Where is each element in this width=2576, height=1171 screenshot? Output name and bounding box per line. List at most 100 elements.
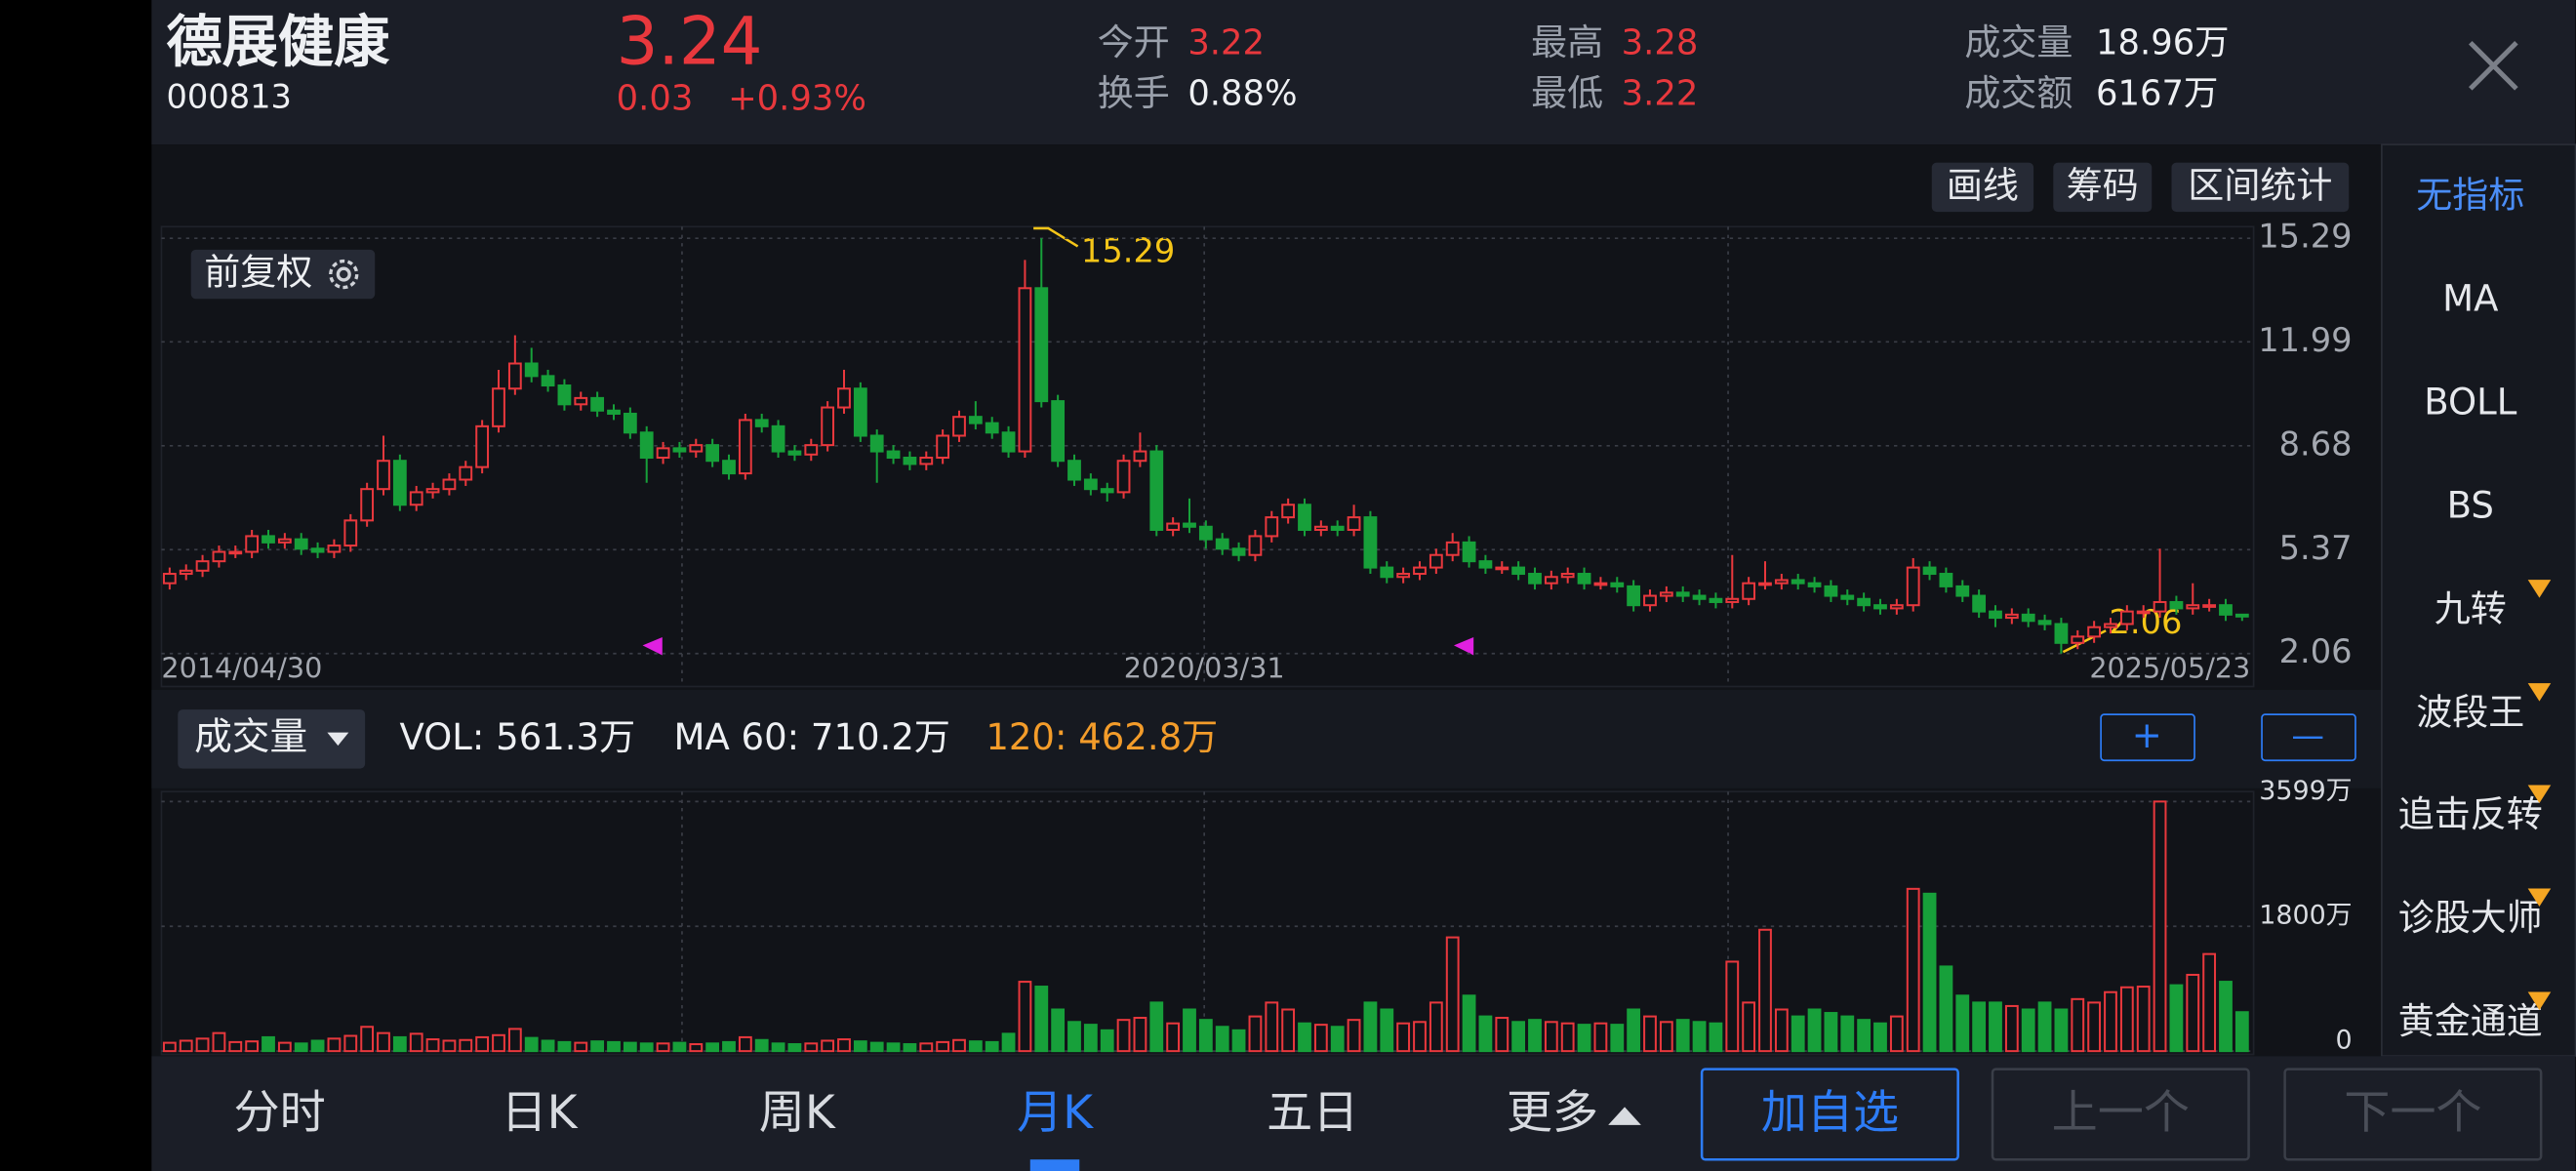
tool-button[interactable]: [2053, 162, 2153, 213]
indicator[interactable]: MA: [2442, 277, 2499, 319]
candle-body: [2054, 623, 2069, 644]
candle-body: [1495, 566, 1509, 571]
stat-value: 6167万: [2096, 74, 2218, 114]
volume-bar: [425, 1038, 440, 1053]
candle-body: [1198, 525, 1213, 541]
indicator[interactable]: 追击反转: [2398, 793, 2543, 835]
action-button[interactable]: [1700, 1068, 1959, 1161]
indicator[interactable]: 黄金通道: [2398, 1000, 2543, 1042]
volume-selector[interactable]: [178, 709, 366, 769]
volume-bar: [1198, 1019, 1213, 1053]
tab[interactable]: 分时: [234, 1086, 326, 1140]
volume-frame: [160, 790, 2255, 1056]
volume-bar: [1922, 892, 1937, 1053]
volume-bar: [1972, 1001, 1987, 1053]
candle-body: [1330, 525, 1345, 532]
volume-bar: [1528, 1019, 1542, 1053]
candle-body: [787, 450, 802, 456]
volume-bar: [2004, 1004, 2019, 1053]
action-button[interactable]: [1991, 1068, 2250, 1161]
candle-body: [1675, 591, 1690, 597]
volume-bar: [1001, 1032, 1016, 1053]
candle-body: [1034, 287, 1049, 403]
tab[interactable]: 更多: [1507, 1086, 1598, 1140]
candle-body: [1627, 585, 1641, 607]
volume-bar: [722, 1040, 736, 1053]
candle-body: [459, 465, 473, 481]
tab[interactable]: 周K: [759, 1086, 836, 1140]
volume-bar: [1265, 1001, 1279, 1053]
candle-body: [689, 444, 704, 453]
max-label: 15.29: [1081, 232, 1175, 270]
candle-body: [2071, 635, 2085, 644]
volume-bar: [262, 1035, 275, 1053]
close-button[interactable]: [2468, 40, 2518, 91]
max-pointer: [1033, 226, 1079, 248]
zoom-out[interactable]: [2261, 713, 2356, 762]
zoom-in[interactable]: [2100, 713, 2195, 762]
candle-body: [2169, 600, 2184, 610]
y-tick-label: 2.06: [2279, 632, 2353, 670]
candle-body: [1659, 591, 1673, 597]
candle-body: [1215, 538, 1229, 550]
stat-label: 今开: [1098, 21, 1170, 63]
volume-bar: [245, 1040, 260, 1053]
indicator[interactable]: BS: [2447, 485, 2494, 527]
x-label: 2014/04/30: [161, 652, 322, 685]
zoom-out-label: —: [2291, 716, 2324, 754]
tool-button[interactable]: [2171, 162, 2350, 213]
volume-bar: [738, 1035, 752, 1053]
volume-bar: [771, 1042, 785, 1053]
stat-label: 成交额: [1964, 72, 2073, 114]
candle-body: [1889, 604, 1904, 610]
tab[interactable]: 日K: [502, 1086, 579, 1140]
candle-body: [179, 569, 193, 576]
action-button[interactable]: [2283, 1068, 2543, 1161]
candle-body: [1840, 594, 1855, 600]
x-label: 2020/03/31: [1124, 652, 1285, 685]
volume-bar: [2104, 990, 2117, 1053]
volume-header-bg: [151, 689, 2382, 788]
adjust-button[interactable]: [190, 249, 376, 300]
candle-body: [1380, 566, 1394, 579]
volume-bar: [392, 1035, 407, 1053]
candle-body: [1248, 535, 1263, 556]
candle-body: [1511, 566, 1526, 576]
volume-bar: [1955, 994, 1970, 1053]
volume-bar: [590, 1040, 605, 1053]
candle-body: [2153, 600, 2167, 613]
indicator[interactable]: 波段王: [2416, 692, 2524, 734]
candle-body: [442, 478, 457, 491]
candle-body: [228, 550, 243, 555]
candle-body: [1166, 522, 1181, 532]
change-pct: +0.93%: [728, 79, 866, 119]
volume-bar: [607, 1040, 621, 1053]
volume-bar: [1429, 1001, 1443, 1053]
volume-bar: [1363, 1001, 1378, 1053]
candle-body: [2104, 623, 2117, 628]
candle-body: [1231, 547, 1246, 556]
indicator[interactable]: 九转: [2435, 588, 2507, 630]
indicator[interactable]: 无指标: [2416, 174, 2524, 216]
volume-bar: [1183, 1008, 1196, 1053]
candle-body: [1265, 516, 1279, 538]
indicator[interactable]: 诊股大师: [2398, 897, 2543, 939]
tool-button[interactable]: [1931, 162, 2034, 213]
candle-body: [262, 535, 275, 544]
tab-active[interactable]: 月K: [1017, 1086, 1094, 1140]
volume-bar: [968, 1040, 983, 1053]
candle-body: [377, 460, 390, 491]
candle-body: [821, 406, 835, 447]
volume-bar: [2153, 800, 2167, 1053]
indicator[interactable]: BOLL: [2424, 382, 2517, 424]
volume-bar: [1100, 1029, 1114, 1053]
candle-body: [968, 416, 983, 424]
volume-bar: [360, 1026, 375, 1053]
candle-body: [952, 416, 966, 437]
candle-body: [1445, 541, 1460, 556]
action-label: 下一个: [2344, 1086, 2481, 1140]
volume-bar: [409, 1032, 423, 1053]
candle-body: [1643, 594, 1657, 607]
tab[interactable]: 五日: [1267, 1086, 1358, 1140]
